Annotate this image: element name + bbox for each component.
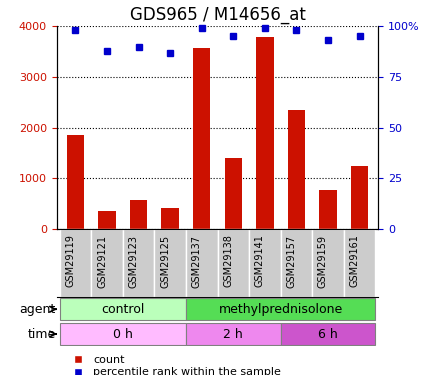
Bar [256, 38, 273, 229]
Text: GSM29141: GSM29141 [254, 235, 264, 288]
Bar [350, 166, 367, 229]
Text: GSM29125: GSM29125 [160, 235, 170, 288]
Bar [59, 323, 185, 345]
Bar [280, 323, 375, 345]
Bar [59, 298, 185, 320]
Text: GSM29119: GSM29119 [66, 235, 76, 288]
Text: GSM29121: GSM29121 [97, 235, 107, 288]
Bar [161, 208, 178, 229]
Text: 0 h: 0 h [113, 327, 132, 340]
Bar [185, 323, 280, 345]
Bar [59, 229, 91, 297]
Bar [122, 229, 154, 297]
Text: 6 h: 6 h [317, 327, 337, 340]
Legend: count, percentile rank within the sample: count, percentile rank within the sample [62, 351, 285, 375]
Title: GDS965 / M14656_at: GDS965 / M14656_at [129, 6, 305, 24]
Bar [319, 190, 336, 229]
Bar [185, 298, 375, 320]
Text: 2 h: 2 h [223, 327, 243, 340]
Text: GSM29161: GSM29161 [349, 235, 358, 288]
Text: GSM29137: GSM29137 [191, 235, 201, 288]
Text: GSM29138: GSM29138 [223, 235, 233, 288]
Text: control: control [101, 303, 144, 316]
Text: GSM29157: GSM29157 [286, 235, 296, 288]
Bar [280, 229, 312, 297]
Bar [185, 229, 217, 297]
Text: agent: agent [20, 303, 56, 316]
Bar [217, 229, 249, 297]
Text: GSM29123: GSM29123 [128, 235, 138, 288]
Bar [91, 229, 122, 297]
Bar [67, 135, 84, 229]
Bar [98, 211, 115, 229]
Bar [343, 229, 375, 297]
Text: time: time [28, 327, 56, 340]
Text: methylprednisolone: methylprednisolone [218, 303, 342, 316]
Bar [224, 158, 241, 229]
Bar [193, 48, 210, 229]
Bar [249, 229, 280, 297]
Bar [130, 200, 147, 229]
Text: GSM29159: GSM29159 [317, 235, 327, 288]
Bar [154, 229, 185, 297]
Bar [312, 229, 343, 297]
Bar [287, 110, 304, 229]
